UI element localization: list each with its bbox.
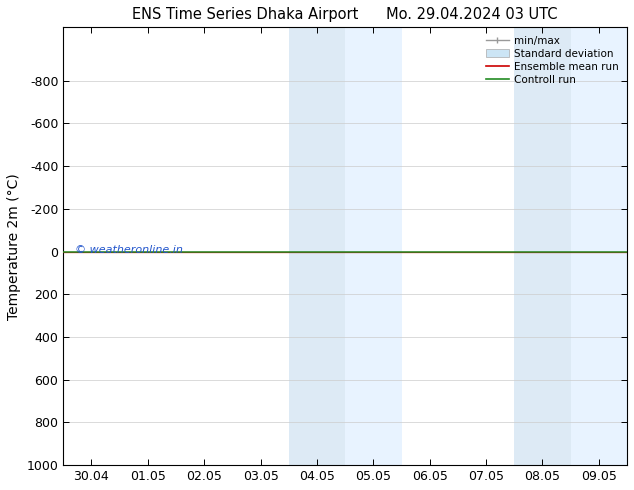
Bar	[345, 27, 401, 465]
Legend: min/max, Standard deviation, Ensemble mean run, Controll run: min/max, Standard deviation, Ensemble me…	[482, 32, 622, 88]
Bar	[571, 27, 627, 465]
Title: ENS Time Series Dhaka Airport      Mo. 29.04.2024 03 UTC: ENS Time Series Dhaka Airport Mo. 29.04.…	[133, 7, 558, 22]
Y-axis label: Temperature 2m (°C): Temperature 2m (°C)	[7, 173, 21, 319]
Bar	[288, 27, 345, 465]
Bar	[514, 27, 571, 465]
Text: © weatheronline.in: © weatheronline.in	[75, 245, 183, 255]
